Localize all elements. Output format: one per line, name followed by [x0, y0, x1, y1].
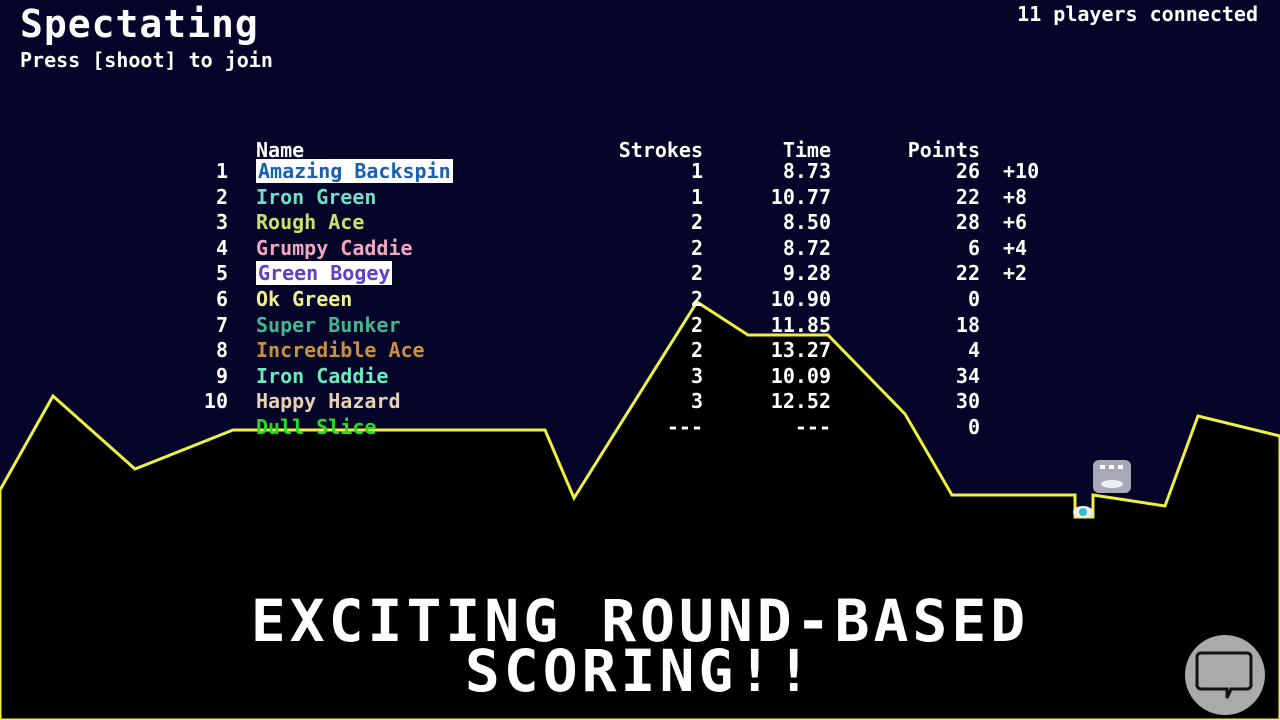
score-row: 5 Green Bogey 2 9.28 22 +2: [0, 261, 1280, 286]
rank-cell: 2: [215, 184, 228, 209]
player-name: Rough Ace: [256, 210, 365, 235]
player-avatar-icon: [1093, 460, 1131, 493]
player-name: Ok Green: [256, 287, 353, 311]
golf-ball-icon: [1073, 506, 1093, 518]
time-cell: 9.28: [782, 261, 831, 286]
time-cell: 10.90: [770, 287, 831, 311]
player-name: Incredible Ace: [256, 338, 425, 363]
promo-line-2: SCORING!!: [464, 637, 816, 705]
score-row: 8 Incredible Ace 2 13.27 4: [0, 338, 1280, 363]
time-cell: 8.72: [782, 235, 831, 260]
points-cell: 22: [955, 184, 980, 209]
points-cell: 0: [967, 415, 980, 439]
strokes-cell: ---: [666, 415, 703, 439]
player-name: Happy Hazard: [256, 389, 401, 414]
score-row: 2 Iron Green 1 10.77 22 +8: [0, 185, 1280, 210]
players-connected: 11 players connected: [1017, 2, 1258, 26]
header-points: Points: [907, 138, 980, 162]
header-strokes: Strokes: [618, 138, 703, 162]
strokes-cell: 2: [690, 235, 703, 260]
score-row: 1 Amazing Backspin 1 8.73 26 +10: [0, 159, 1280, 184]
player-name: Grumpy Caddie: [256, 235, 413, 260]
header-time: Time: [782, 138, 831, 162]
points-delta: +10: [1003, 159, 1040, 183]
time-cell: 12.52: [770, 389, 831, 414]
time-cell: 8.50: [782, 210, 831, 235]
score-row: 9 Iron Caddie 3 10.09 34: [0, 364, 1280, 389]
strokes-cell: 2: [690, 338, 703, 363]
points-delta: +2: [1003, 261, 1028, 286]
strokes-cell: 3: [690, 363, 703, 388]
points-cell: 30: [955, 389, 980, 414]
points-cell: 26: [955, 159, 980, 183]
strokes-cell: 2: [690, 261, 703, 286]
player-name: Green Bogey: [256, 261, 393, 286]
rank-cell: 1: [215, 159, 228, 183]
score-row: 10 Happy Hazard 3 12.52 30: [0, 389, 1280, 414]
strokes-cell: 2: [690, 210, 703, 235]
strokes-cell: 1: [690, 159, 703, 183]
score-row: 7 Super Bunker 2 11.85 18: [0, 313, 1280, 338]
player-name: Iron Caddie: [256, 363, 389, 388]
score-row: Dull Slice --- --- 0: [0, 415, 1280, 440]
rank-cell: 4: [215, 235, 228, 260]
points-cell: 6: [967, 235, 980, 260]
time-cell: 8.73: [782, 159, 831, 183]
time-cell: 10.77: [770, 184, 831, 209]
score-row: 6 Ok Green 2 10.90 0: [0, 287, 1280, 312]
promo-banner: EXCITING ROUND-BASED SCORING!!: [0, 587, 1280, 705]
rank-cell: 10: [203, 389, 228, 414]
rank-cell: 7: [215, 312, 228, 337]
player-name: Amazing Backspin: [256, 159, 453, 183]
strokes-cell: 2: [690, 287, 703, 311]
player-name: Super Bunker: [256, 312, 401, 337]
rank-cell: 9: [215, 363, 228, 388]
points-cell: 4: [967, 338, 980, 363]
rank-cell: 3: [215, 210, 228, 235]
points-cell: 0: [967, 287, 980, 311]
time-cell: 11.85: [770, 312, 831, 337]
player-name: Iron Green: [256, 184, 377, 209]
time-cell: 13.27: [770, 338, 831, 363]
chat-button[interactable]: [1185, 635, 1265, 715]
strokes-cell: 1: [690, 184, 703, 209]
promo-line-1: EXCITING ROUND-BASED: [250, 587, 1030, 655]
points-cell: 28: [955, 210, 980, 235]
points-cell: 34: [955, 363, 980, 388]
points-cell: 18: [955, 312, 980, 337]
spectating-title: Spectating: [20, 2, 259, 46]
strokes-cell: 3: [690, 389, 703, 414]
strokes-cell: 2: [690, 312, 703, 337]
time-cell: ---: [794, 415, 831, 439]
points-cell: 22: [955, 261, 980, 286]
ground: [0, 299, 1280, 720]
speech-bubble-icon: [1195, 651, 1253, 699]
points-delta: +6: [1003, 210, 1028, 235]
points-delta: +8: [1003, 184, 1028, 209]
score-row: 3 Rough Ace 2 8.50 28 +6: [0, 210, 1280, 235]
points-delta: +4: [1003, 235, 1028, 260]
join-hint: Press [shoot] to join: [20, 48, 273, 72]
rank-cell: 6: [215, 287, 228, 311]
rank-cell: 8: [215, 338, 228, 363]
score-row: 4 Grumpy Caddie 2 8.72 6 +4: [0, 236, 1280, 261]
time-cell: 10.09: [770, 363, 831, 388]
header-name: Name: [256, 138, 305, 162]
rank-cell: 5: [215, 261, 228, 286]
player-name: Dull Slice: [256, 415, 377, 439]
